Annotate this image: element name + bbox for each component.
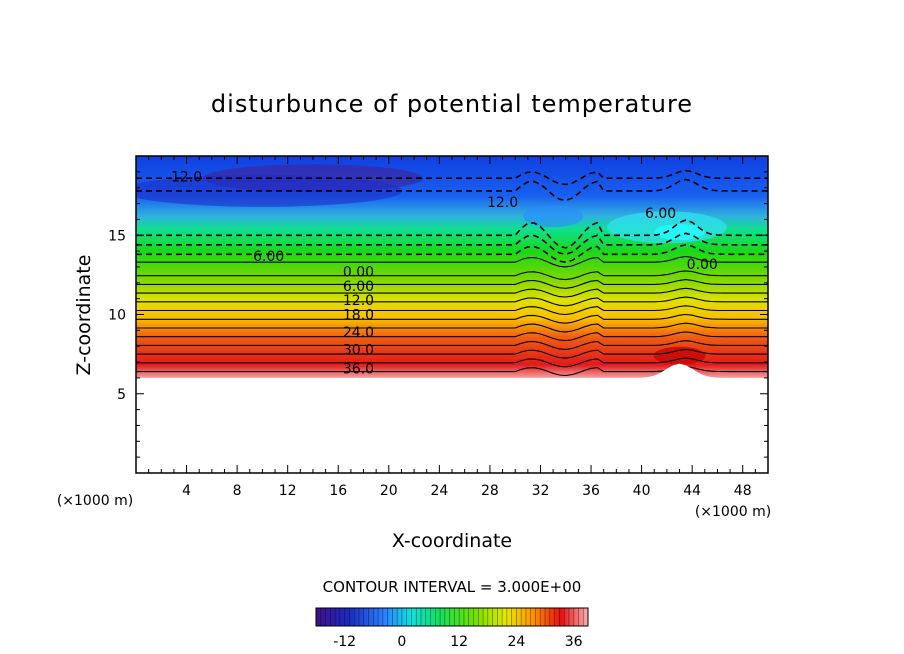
colorbar-tick-label: 12 [450, 634, 468, 650]
contour-label: 12.0 [487, 195, 518, 211]
contour-label: 36.0 [343, 361, 374, 377]
contour-label: 30.0 [343, 342, 374, 358]
x-tick-label: 32 [532, 483, 550, 499]
contour-line [136, 357, 768, 368]
y-tick-label: 10 [108, 308, 126, 324]
chart-title: disturbunce of potential temperature [211, 90, 693, 118]
blue-region [523, 205, 584, 228]
x-axis-title: X-coordinate [392, 530, 512, 552]
contour-line [136, 322, 768, 333]
x-unit-right: (×1000 m) [695, 504, 771, 520]
field-fill [136, 156, 768, 378]
colorbar-tick-label: 0 [397, 634, 406, 650]
colorbar-gradient [315, 607, 589, 627]
contour-line [136, 279, 768, 289]
contour-line [136, 313, 768, 324]
contour-line [136, 305, 768, 316]
colorbar-steps [320, 608, 584, 626]
contour-label: 6.00 [343, 279, 374, 295]
contour-line [136, 243, 768, 264]
x-tick-label: 16 [329, 483, 347, 499]
colorbar-tick-label: -12 [333, 634, 356, 650]
contour-line [136, 232, 768, 256]
x-tick-label: 44 [683, 483, 701, 499]
x-tick-label: 24 [430, 483, 448, 499]
contour-label: 6.00 [253, 249, 284, 265]
colorbar-tick-label: 36 [565, 634, 583, 650]
contour-line [136, 331, 768, 342]
colorbar-tick-label: 24 [508, 634, 526, 650]
contour-line [136, 340, 768, 350]
contour-label: 6.00 [645, 206, 676, 222]
contour-interval-text: CONTOUR INTERVAL = 3.000E+00 [323, 578, 582, 596]
x-tick-label: 8 [233, 483, 242, 499]
contour-line [136, 219, 768, 249]
x-unit-left: (×1000 m) [57, 493, 133, 509]
contour-labels: 12.012.06.006.000.000.006.0012.018.024.0… [171, 170, 718, 378]
contour-line [136, 255, 768, 268]
x-tick-label: 20 [380, 483, 398, 499]
contour-line [136, 270, 768, 281]
warm-bump [653, 346, 706, 365]
x-tick-label: 28 [481, 483, 499, 499]
y-tick-label: 15 [108, 228, 126, 244]
contour-label: 24.0 [343, 325, 374, 341]
contour-line [136, 296, 768, 307]
contour-label: 18.0 [343, 308, 374, 324]
contour-label: 12.0 [171, 170, 202, 186]
contour-label: 0.00 [687, 257, 718, 273]
terrain [136, 363, 768, 473]
contour-label: 0.00 [343, 265, 374, 281]
plot-area [136, 156, 768, 473]
contour-line [136, 169, 768, 186]
x-tick-label: 40 [633, 483, 651, 499]
contour-line [136, 178, 768, 202]
cyan-region [654, 224, 705, 241]
contour-line [136, 366, 768, 377]
y-tick-label: 5 [117, 387, 126, 403]
x-tick-label: 36 [582, 483, 600, 499]
y-axis-title: Z-coordinate [73, 255, 95, 376]
contour-lines [136, 169, 768, 377]
contour-label: 12.0 [343, 293, 374, 309]
x-tick-label: 4 [182, 483, 191, 499]
contour-line [136, 348, 768, 359]
x-tick-label: 48 [734, 483, 752, 499]
x-tick-label: 12 [279, 483, 297, 499]
terrain-surface [136, 363, 768, 473]
contour-line [136, 287, 768, 298]
colorbar-ticks: -12 0 12 24 36 [333, 634, 582, 650]
colorbar: -12 0 12 24 36 [315, 607, 589, 650]
